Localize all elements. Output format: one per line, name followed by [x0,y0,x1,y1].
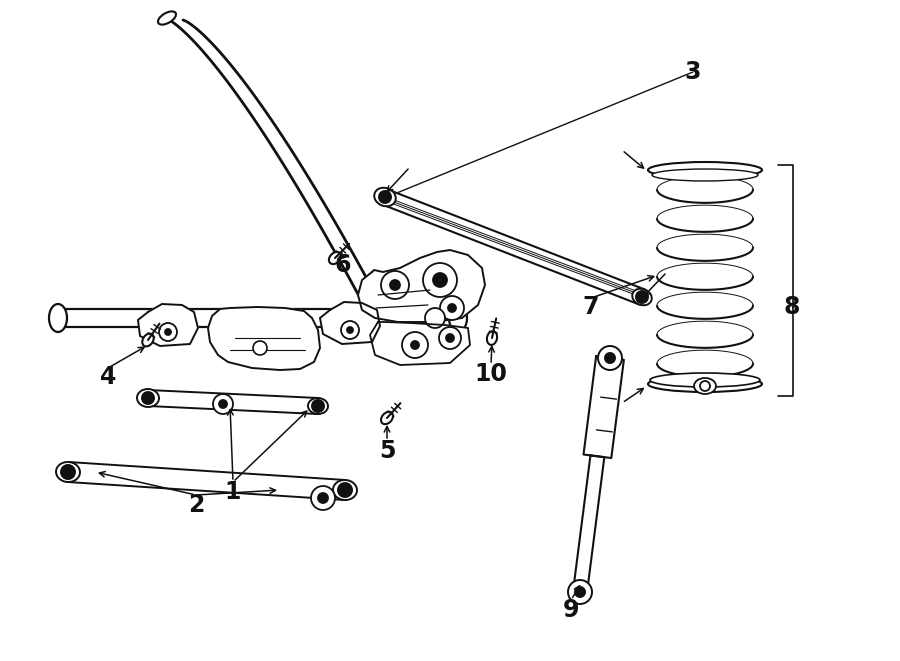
Circle shape [425,308,445,328]
Circle shape [390,280,400,290]
Text: 7: 7 [583,295,599,319]
Ellipse shape [333,480,357,500]
Circle shape [402,332,428,358]
Ellipse shape [137,389,159,407]
Circle shape [381,271,409,299]
Polygon shape [320,302,380,344]
Circle shape [312,400,324,412]
Circle shape [598,346,622,370]
Ellipse shape [381,412,393,424]
Circle shape [318,493,328,503]
Circle shape [165,329,171,335]
Ellipse shape [142,334,154,346]
Circle shape [423,263,457,297]
Circle shape [379,191,391,203]
Polygon shape [358,250,485,322]
Polygon shape [148,390,319,414]
Ellipse shape [158,11,176,24]
Circle shape [338,483,352,497]
Circle shape [142,392,154,404]
Circle shape [439,327,461,349]
Ellipse shape [487,331,497,345]
Text: 4: 4 [100,365,116,389]
Circle shape [311,486,335,510]
Circle shape [213,394,233,414]
Circle shape [448,304,456,312]
Ellipse shape [374,188,396,206]
Circle shape [341,321,359,339]
Circle shape [700,381,710,391]
Text: 2: 2 [188,493,204,517]
Polygon shape [208,307,320,370]
Ellipse shape [49,304,67,332]
Polygon shape [138,304,198,346]
Circle shape [253,341,267,355]
Text: 8: 8 [784,295,800,319]
Circle shape [636,291,648,303]
Circle shape [61,465,75,479]
Circle shape [605,353,615,363]
Ellipse shape [648,162,762,178]
Text: 5: 5 [379,439,395,463]
Ellipse shape [56,462,80,482]
Circle shape [568,580,592,604]
Text: 3: 3 [685,60,701,84]
Circle shape [347,327,353,333]
Ellipse shape [632,289,652,305]
Polygon shape [382,190,645,305]
Ellipse shape [652,169,758,181]
Ellipse shape [328,252,341,264]
Polygon shape [573,455,604,593]
Ellipse shape [694,378,716,394]
Circle shape [411,341,419,349]
Text: 10: 10 [474,362,508,386]
Polygon shape [370,322,470,365]
Text: 9: 9 [562,598,580,622]
Circle shape [440,296,464,320]
Polygon shape [68,462,346,500]
Circle shape [219,400,227,408]
Circle shape [446,334,454,342]
Circle shape [159,323,177,341]
Circle shape [433,273,447,287]
Ellipse shape [449,304,467,332]
Text: 1: 1 [225,480,241,504]
Ellipse shape [648,376,762,392]
Ellipse shape [308,398,328,414]
Ellipse shape [650,373,760,387]
Circle shape [575,587,585,597]
Polygon shape [583,356,624,458]
Text: 6: 6 [335,253,351,277]
